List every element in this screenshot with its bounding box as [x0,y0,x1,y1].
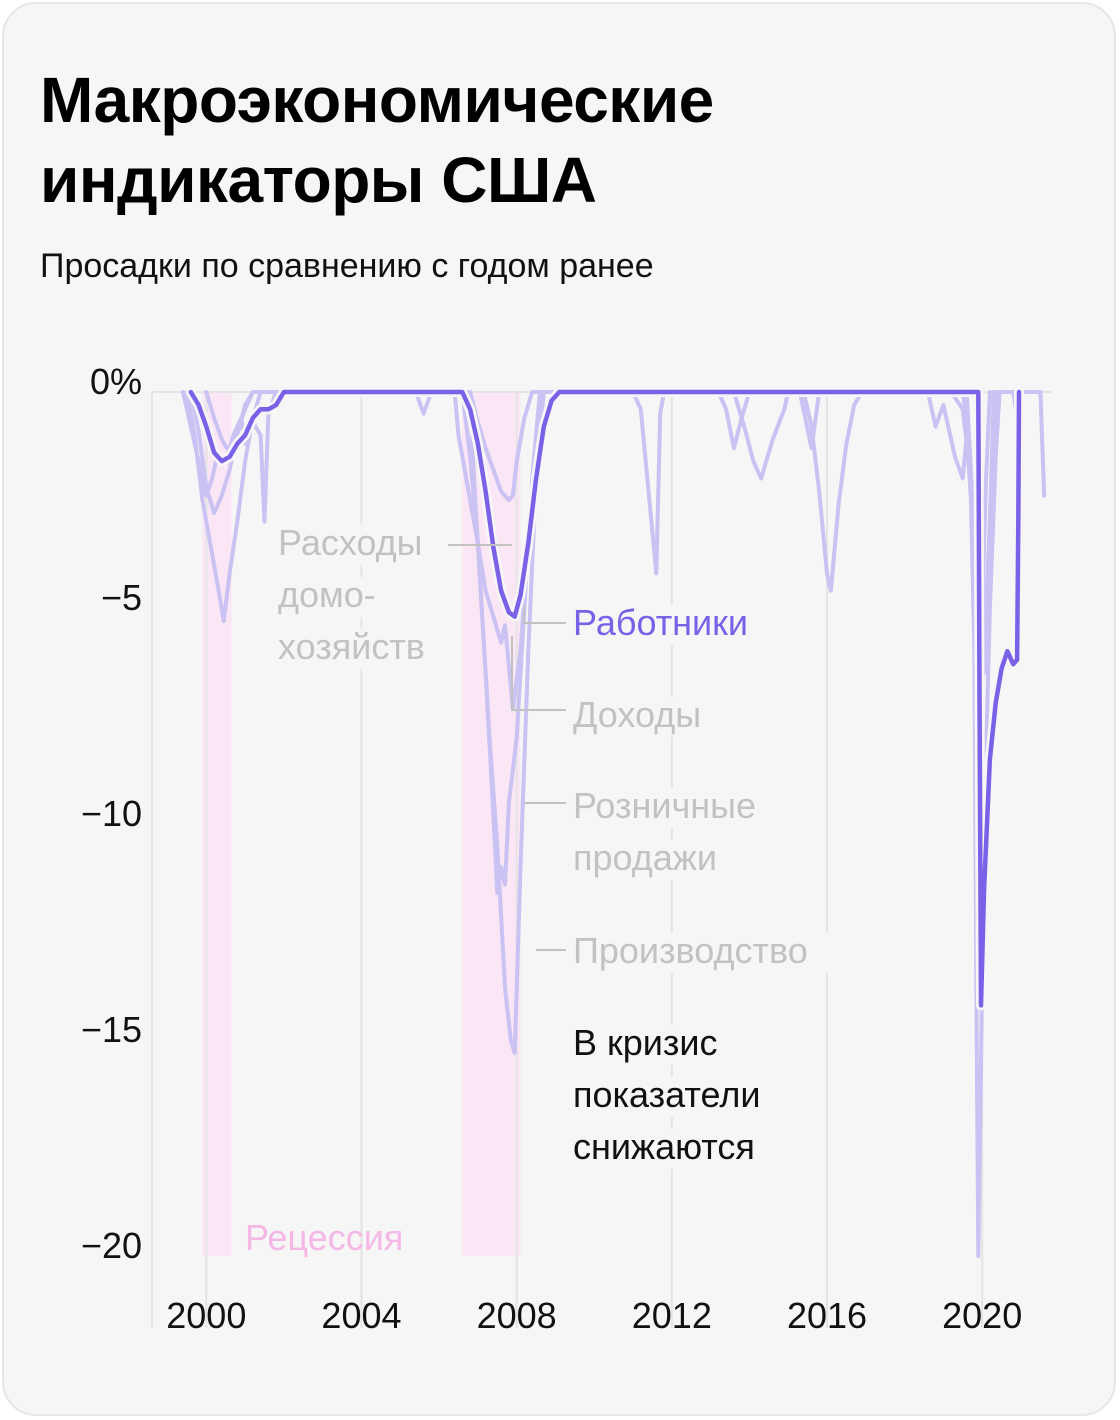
label-spending-bg [274,525,429,565]
annotation-crisis-text: В кризис [573,1022,718,1063]
series-line-workers [188,389,1022,1008]
annotation-crisis-text: снижаются [573,1126,755,1167]
label-spending-text: домо- [278,574,376,615]
leader-income [511,636,566,711]
label-income-bg [569,697,703,737]
y-tick-label: −15 [81,1009,142,1050]
x-tick-label: 2004 [321,1295,401,1336]
series-lines [181,387,1047,1258]
label-production: Производство [569,930,829,973]
label-retail-text: Розничные [573,785,756,826]
label-production-bg [569,933,829,973]
y-tick-label: −10 [81,793,142,834]
annotation-crisis-bg [569,1025,745,1065]
label-spending-bg [274,629,450,669]
label-production-text: Производство [573,930,808,971]
y-tick-label: −5 [101,577,142,618]
x-tick-label: 2012 [632,1295,712,1336]
label-spending: Расходы домо-хозяйств [274,522,450,669]
label-retail: Розничные продажи [569,785,766,880]
label-workers-bg [569,605,766,645]
label-spending-text: хозяйств [278,626,425,667]
x-tick-label: 2000 [166,1295,246,1336]
annotation-crisis-text: показатели [573,1074,760,1115]
label-retail-bg [569,840,724,880]
page-subtitle: Просадки по сравнению с годом ранее [40,247,654,285]
label-income-text: Доходы [573,694,701,735]
label-retail-bg [569,788,766,828]
annotation-crisis-bg [569,1077,787,1117]
x-tick-label: 2008 [477,1295,557,1336]
annotation-crisis: В кризис показатели снижаются [569,1022,787,1169]
y-tick-label: 0% [90,361,142,402]
label-spending-text: Расходы [278,522,423,563]
chart-labels: Расходы домо-хозяйств Работники Доходы Розни… [245,522,829,1258]
annotation-crisis-bg [569,1129,766,1169]
y-tick-label: −20 [81,1225,142,1266]
grid: 2000 2004 2008 2012 2016 2020 0% −5 −10 −15 −20 [81,361,1052,1336]
label-spending-bg [274,577,387,617]
label-workers-text: Работники [573,602,748,643]
leader-workers [523,606,566,624]
label-workers: Работники [569,602,766,645]
x-tick-label: 2016 [787,1295,867,1336]
label-income: Доходы [569,694,703,737]
page-title: Макроэкономические индикаторы США [40,64,714,216]
x-tick-label: 2020 [942,1295,1022,1336]
recession-label: Рецессия [245,1217,403,1258]
label-retail-text: продажи [573,837,717,878]
